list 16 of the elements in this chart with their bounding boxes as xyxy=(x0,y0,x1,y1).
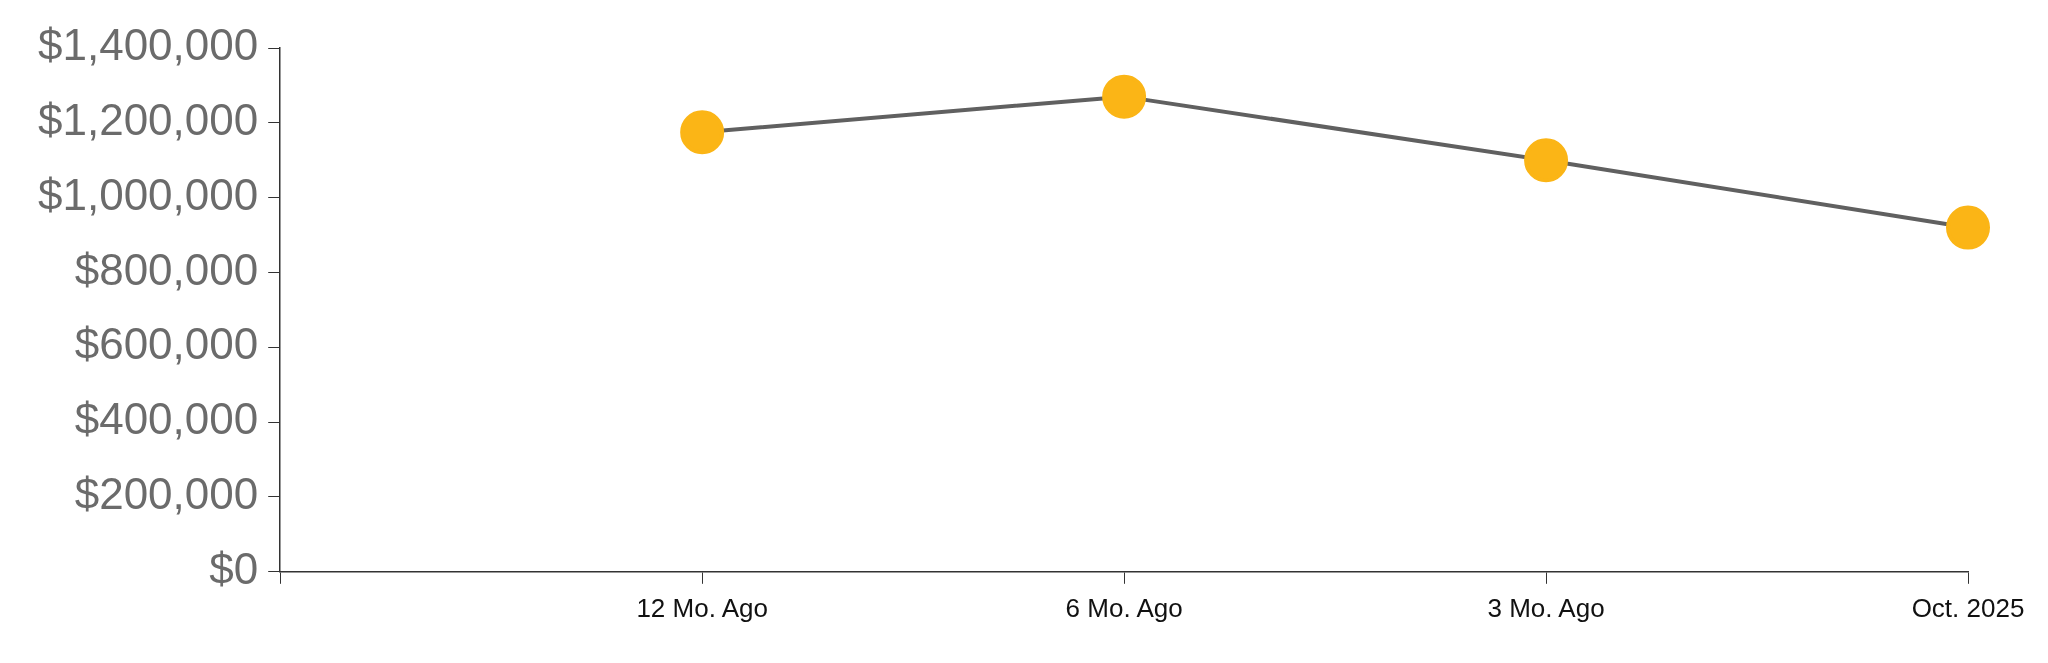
y-tick-label: $200,000 xyxy=(74,469,259,519)
y-tick-label: $1,200,000 xyxy=(38,94,259,144)
point xyxy=(1946,205,1990,250)
point xyxy=(1524,138,1569,183)
x-tick-label: 12 Mo. Ago xyxy=(636,592,768,623)
x-tick-label: Oct. 2025 xyxy=(1911,592,2025,623)
y-tick-label: $0 xyxy=(209,543,259,593)
x-tick-label: 3 Mo. Ago xyxy=(1487,592,1605,623)
y-tick-label: $1,400,000 xyxy=(38,20,259,70)
x-tick-label: 6 Mo. Ago xyxy=(1065,592,1183,623)
y-tick-label: $400,000 xyxy=(74,394,259,444)
y-tick-label: $800,000 xyxy=(74,244,259,294)
point xyxy=(680,110,725,155)
point xyxy=(1102,74,1147,119)
y-tick-label: $600,000 xyxy=(74,319,259,369)
y-tick-label: $1,000,000 xyxy=(38,169,259,219)
